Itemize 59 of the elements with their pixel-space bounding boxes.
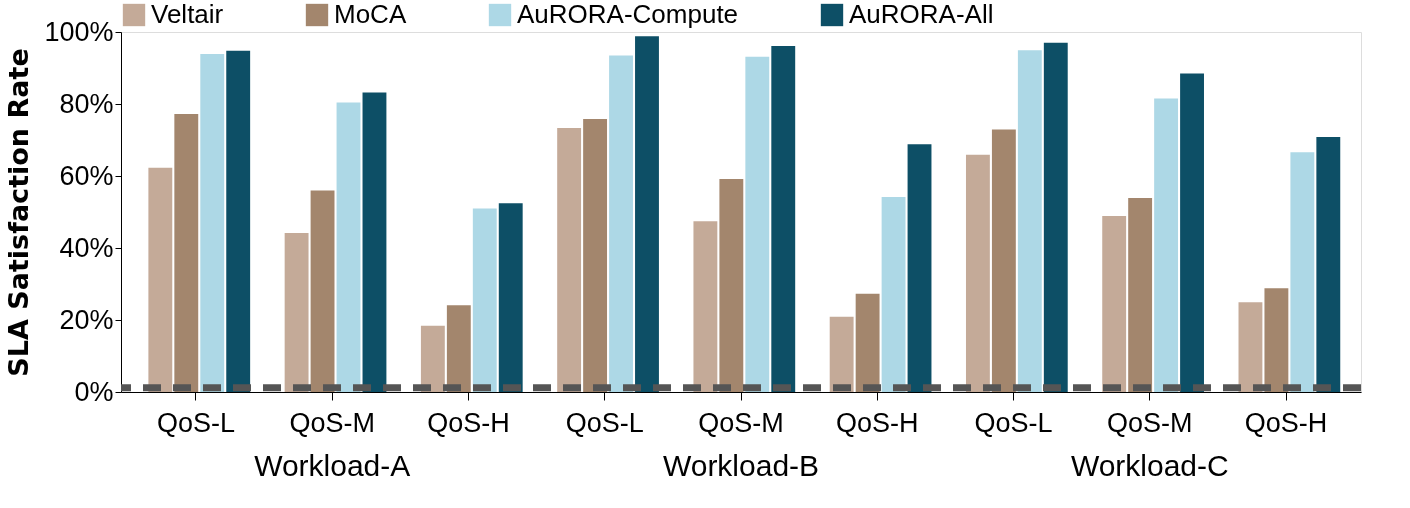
x-tick-label: QoS-H — [1244, 407, 1328, 438]
x-tick-label: QoS-L — [565, 407, 644, 438]
y-axis-title: SLA Satisfaction Rate — [3, 48, 35, 377]
bar — [1102, 215, 1127, 392]
bar — [498, 203, 523, 392]
legend-label: MoCA — [334, 0, 407, 29]
y-tick-label: 100% — [44, 16, 114, 47]
bar — [1180, 73, 1204, 392]
text: Workload-A — [254, 449, 411, 482]
bar — [1238, 302, 1263, 392]
bar — [557, 128, 582, 392]
bar — [719, 178, 744, 392]
bar — [1264, 288, 1289, 392]
bar — [693, 221, 718, 392]
bar — [362, 92, 387, 392]
bar — [991, 129, 1016, 392]
bar — [855, 293, 880, 392]
bar — [472, 208, 497, 392]
x-tick-label: QoS-M — [1107, 407, 1193, 438]
bar — [1128, 197, 1153, 392]
x-tick-label: QoS-H — [427, 407, 510, 438]
y-tick-label: 0% — [74, 376, 114, 407]
bar — [829, 316, 854, 392]
legend-label: Veltair — [151, 0, 224, 29]
bar — [1316, 137, 1341, 392]
bar — [1154, 98, 1179, 392]
x-tick-label: QoS-L — [974, 407, 1053, 438]
bar — [174, 114, 199, 392]
x-tick-label: QoS-M — [698, 407, 784, 438]
bar — [771, 46, 796, 392]
bar — [284, 232, 309, 392]
text: Workload-C — [1070, 449, 1229, 482]
bar — [200, 53, 225, 392]
bar — [881, 196, 906, 392]
bar — [1017, 50, 1042, 392]
bar — [420, 325, 445, 392]
bar — [907, 144, 932, 392]
bar — [1290, 152, 1315, 392]
legend-label: AuRORA-Compute — [517, 0, 739, 29]
bar — [635, 36, 659, 392]
bar — [226, 50, 251, 392]
bar — [1043, 42, 1068, 392]
text: Workload-B — [662, 449, 820, 482]
bar — [745, 56, 770, 392]
bar — [336, 102, 361, 392]
bar — [148, 167, 173, 392]
y-tick-label: 80% — [59, 88, 114, 119]
x-tick-label: QoS-L — [156, 407, 235, 438]
bar — [965, 154, 990, 392]
bar — [583, 119, 608, 392]
x-tick-label: QoS-M — [289, 407, 375, 438]
y-tick-label: 60% — [59, 160, 114, 191]
bar — [310, 190, 335, 392]
y-tick-label: 20% — [59, 304, 114, 335]
y-tick-label: 40% — [59, 232, 114, 263]
bar — [609, 55, 633, 392]
x-tick-label: QoS-H — [836, 407, 919, 438]
legend-label: AuRORA-All — [849, 0, 994, 29]
bar — [446, 305, 471, 392]
